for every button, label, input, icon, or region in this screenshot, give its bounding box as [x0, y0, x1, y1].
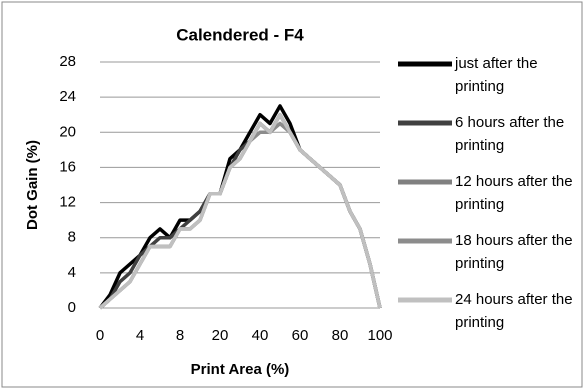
y-tick-label: 12	[59, 194, 76, 211]
series-line	[98, 112, 382, 310]
x-tick-label: 100	[367, 327, 392, 344]
series-line	[98, 104, 382, 310]
y-tick-label: 16	[59, 158, 76, 175]
series-line	[98, 112, 382, 310]
legend-label: 24 hours after the printing	[455, 291, 573, 331]
y-tick-label: 0	[68, 299, 76, 316]
x-tick-label: 8	[176, 327, 184, 344]
y-tick-label: 24	[59, 88, 76, 105]
x-tick-label: 40	[252, 327, 269, 344]
y-tick-label: 20	[59, 123, 76, 140]
y-tick-label: 28	[59, 53, 76, 70]
x-tick-label: 60	[292, 327, 309, 344]
legend-label: 18 hours after the printing	[455, 232, 573, 272]
legend-label: 12 hours after the printing	[455, 173, 573, 213]
legend-label: just after the printing	[455, 55, 538, 95]
x-tick-label: 0	[96, 327, 104, 344]
x-tick-label: 4	[136, 327, 144, 344]
y-tick-label: 8	[68, 229, 76, 246]
legend-label: 6 hours after the printing	[455, 114, 565, 154]
x-tick-label: 80	[332, 327, 349, 344]
x-tick-label: 20	[212, 327, 229, 344]
series-line	[98, 112, 382, 310]
y-tick-label: 4	[68, 264, 76, 281]
chart-title: Calendered - F4	[176, 25, 304, 44]
x-axis-label: Print Area (%)	[191, 361, 290, 378]
y-axis-label: Dot Gain (%)	[24, 140, 41, 230]
